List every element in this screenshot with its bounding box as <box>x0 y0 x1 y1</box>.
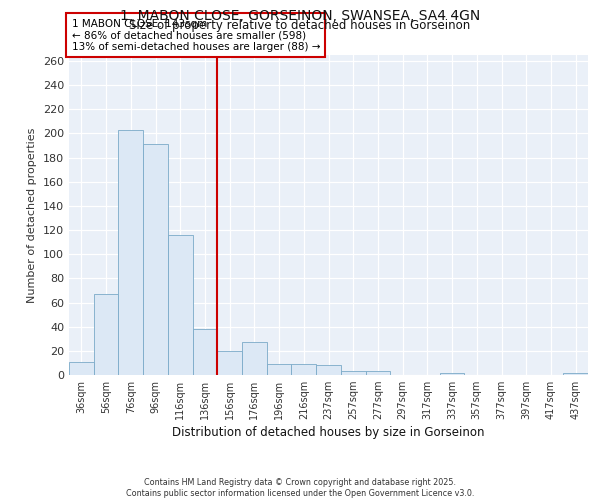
Text: Contains HM Land Registry data © Crown copyright and database right 2025.
Contai: Contains HM Land Registry data © Crown c… <box>126 478 474 498</box>
Bar <box>440 372 464 375</box>
Bar <box>267 364 292 375</box>
Bar <box>193 329 217 375</box>
Bar <box>69 362 94 375</box>
Bar <box>365 372 390 375</box>
Bar <box>242 342 267 375</box>
Bar <box>168 235 193 375</box>
Bar <box>143 144 168 375</box>
Text: Size of property relative to detached houses in Gorseinon: Size of property relative to detached ho… <box>130 18 470 32</box>
Bar <box>316 366 341 375</box>
Text: 1, MABON CLOSE, GORSEINON, SWANSEA, SA4 4GN: 1, MABON CLOSE, GORSEINON, SWANSEA, SA4 … <box>120 9 480 23</box>
Bar <box>118 130 143 375</box>
Bar <box>94 294 118 375</box>
Y-axis label: Number of detached properties: Number of detached properties <box>28 128 37 302</box>
Bar <box>563 372 588 375</box>
Text: 1 MABON CLOSE: 143sqm
← 86% of detached houses are smaller (598)
13% of semi-det: 1 MABON CLOSE: 143sqm ← 86% of detached … <box>71 18 320 52</box>
Bar <box>292 364 316 375</box>
Bar <box>217 351 242 375</box>
Bar <box>341 372 365 375</box>
X-axis label: Distribution of detached houses by size in Gorseinon: Distribution of detached houses by size … <box>172 426 485 440</box>
